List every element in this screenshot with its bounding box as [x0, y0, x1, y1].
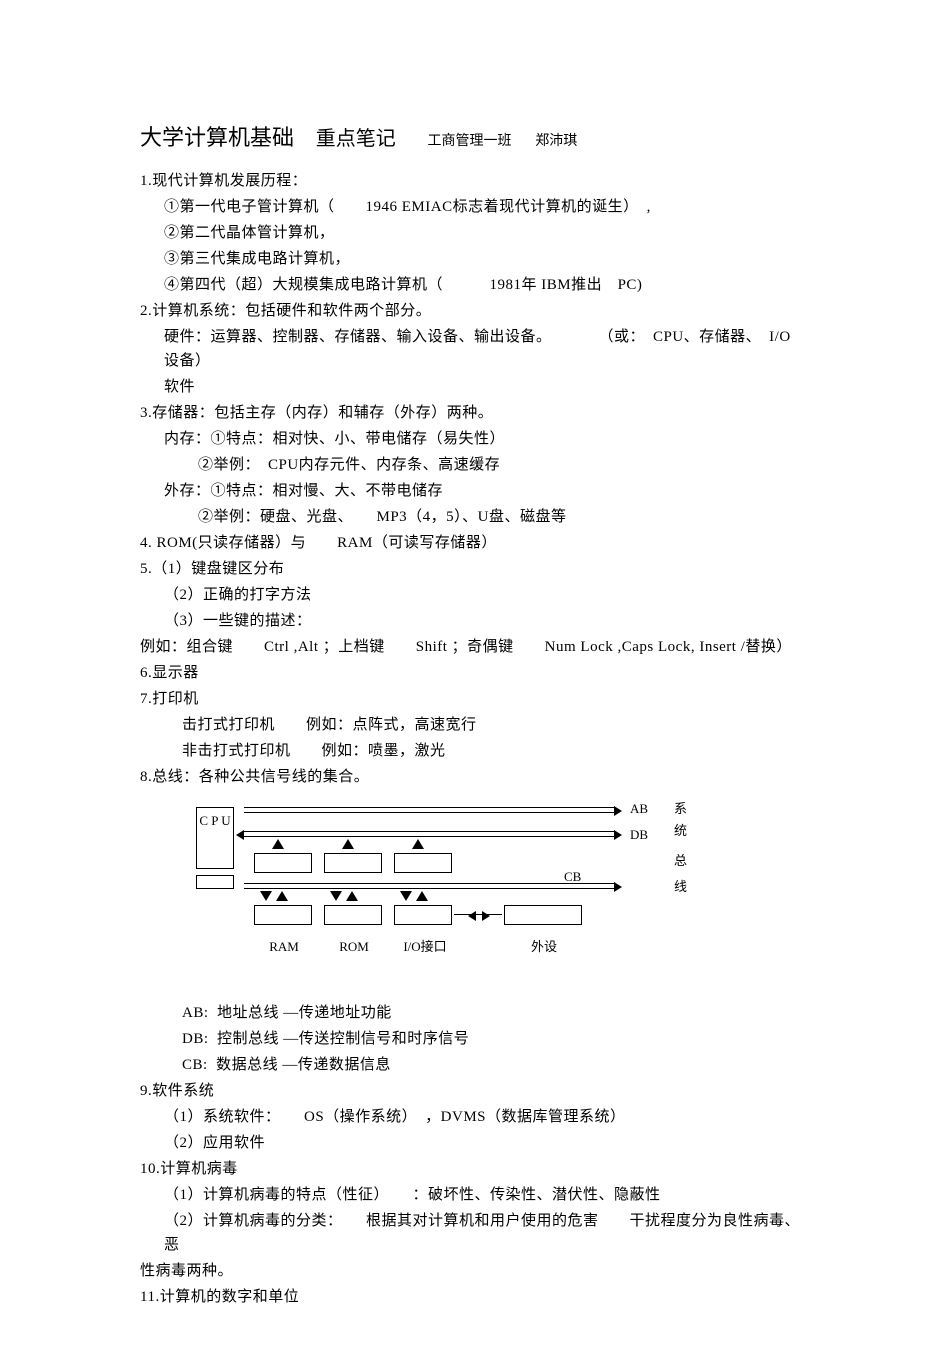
dev-box — [324, 853, 382, 873]
bus-ab-line — [244, 807, 614, 813]
section-1-heading: 1.现代计算机发展历程： — [140, 169, 805, 193]
text: 内存：①特点：相对快、小、带电储存（易失性） — [140, 427, 805, 451]
dev-box — [324, 905, 382, 925]
connector-line — [454, 914, 502, 915]
cpu-sub-box — [196, 875, 234, 889]
text: （1）系统软件： OS（操作系统） ，DVMS（数据库管理系统） — [140, 1105, 805, 1129]
triangle-down-icon — [330, 891, 342, 901]
text: 外存：①特点：相对慢、大、不带电储存 — [140, 479, 805, 503]
dev-box — [504, 905, 582, 925]
text: ③第三代集成电路计算机， — [140, 247, 805, 271]
section-5-heading: 5.（1）键盘键区分布 — [140, 557, 805, 581]
bus-diagram: C P U AB DB CB 系 统 总 线 — [184, 795, 684, 965]
text: ④第四代（超）大规模集成电路计算机（ 1981年 IBM推出 PC) — [140, 273, 805, 297]
arrow-icon — [236, 830, 244, 840]
text: AB: 地址总线 —传递地址功能 — [140, 1001, 805, 1025]
text: 性病毒两种。 — [140, 1259, 805, 1283]
section-11: 11.计算机的数字和单位 — [140, 1285, 805, 1309]
dev-box — [254, 853, 312, 873]
title-sub: 重点笔记 — [316, 123, 396, 155]
label-ext: 外设 — [514, 937, 574, 958]
text: 击打式打印机 例如：点阵式，高速宽行 — [140, 713, 805, 737]
section-3-heading: 3.存储器：包括主存（内存）和辅存（外存）两种。 — [140, 401, 805, 425]
text: 硬件：运算器、控制器、存储器、输入设备、输出设备。 （或： CPU、存储器、 I… — [140, 325, 805, 373]
label-cb: CB — [564, 867, 581, 888]
dev-box — [394, 905, 452, 925]
text: CB: 数据总线 —传递数据信息 — [140, 1053, 805, 1077]
text: 例如：组合键 Ctrl ,Alt ；上档键 Shift ；奇偶键 Num Loc… — [140, 635, 805, 659]
section-4: 4. ROM(只读存储器）与 RAM（可读写存储器） — [140, 531, 805, 555]
text: （2）计算机病毒的分类： 根据其对计算机和用户使用的危害 干扰程度分为良性病毒、… — [140, 1209, 805, 1257]
text: 非击打式打印机 例如：喷墨，激光 — [140, 739, 805, 763]
text: ②举例： CPU内存元件、内存条、高速缓存 — [140, 453, 805, 477]
text: ②第二代晶体管计算机， — [140, 221, 805, 245]
arrow-icon — [614, 830, 622, 840]
section-8-heading: 8.总线：各种公共信号线的集合。 — [140, 765, 805, 789]
dev-box — [394, 853, 452, 873]
text: （3）一些键的描述： — [140, 609, 805, 633]
arrow-icon — [614, 882, 622, 892]
triangle-up-icon — [346, 891, 358, 901]
section-9-heading: 9.软件系统 — [140, 1079, 805, 1103]
side-text: 总 — [674, 851, 687, 872]
section-2-heading: 2.计算机系统：包括硬件和软件两个部分。 — [140, 299, 805, 323]
arrow-icon — [468, 911, 476, 921]
label-ab: AB — [630, 799, 648, 820]
triangle-down-icon — [400, 891, 412, 901]
text: （2）应用软件 — [140, 1131, 805, 1155]
arrow-icon — [482, 911, 490, 921]
side-text: 系 — [674, 799, 687, 820]
text: （2）正确的打字方法 — [140, 583, 805, 607]
triangle-up-icon — [412, 839, 424, 849]
text: 软件 — [140, 375, 805, 399]
text: ①第一代电子管计算机（ 1946 EMIAC标志着现代计算机的诞生） , — [140, 195, 805, 219]
triangle-up-icon — [272, 839, 284, 849]
section-10-heading: 10.计算机病毒 — [140, 1157, 805, 1181]
triangle-down-icon — [260, 891, 272, 901]
page: 大学计算机基础 重点笔记 工商管理一班 郑沛琪 1.现代计算机发展历程： ①第一… — [0, 0, 945, 1351]
triangle-up-icon — [416, 891, 428, 901]
bus-cb-line — [244, 883, 614, 889]
bus-db-line — [244, 831, 614, 837]
section-6: 6.显示器 — [140, 661, 805, 685]
label-rom: ROM — [324, 937, 384, 958]
title-main: 大学计算机基础 — [140, 120, 294, 155]
title-row: 大学计算机基础 重点笔记 工商管理一班 郑沛琪 — [140, 120, 805, 155]
side-text: 线 — [674, 877, 687, 898]
text: DB: 控制总线 —传送控制信号和时序信号 — [140, 1027, 805, 1051]
arrow-icon — [614, 806, 622, 816]
title-class: 工商管理一班 — [428, 131, 512, 153]
label-io: I/O接口 — [390, 937, 460, 958]
text: （1）计算机病毒的特点（性征） ：破坏性、传染性、潜伏性、隐蔽性 — [140, 1183, 805, 1207]
label-ram: RAM — [254, 937, 314, 958]
cpu-box: C P U — [196, 807, 234, 869]
label-db: DB — [630, 825, 648, 846]
spacer — [140, 971, 805, 999]
section-7-heading: 7.打印机 — [140, 687, 805, 711]
text: ②举例：硬盘、光盘、 MP3（4，5）、U盘、磁盘等 — [140, 505, 805, 529]
triangle-up-icon — [276, 891, 288, 901]
triangle-up-icon — [342, 839, 354, 849]
dev-box — [254, 905, 312, 925]
title-author: 郑沛琪 — [535, 131, 577, 153]
side-text: 统 — [674, 821, 687, 842]
